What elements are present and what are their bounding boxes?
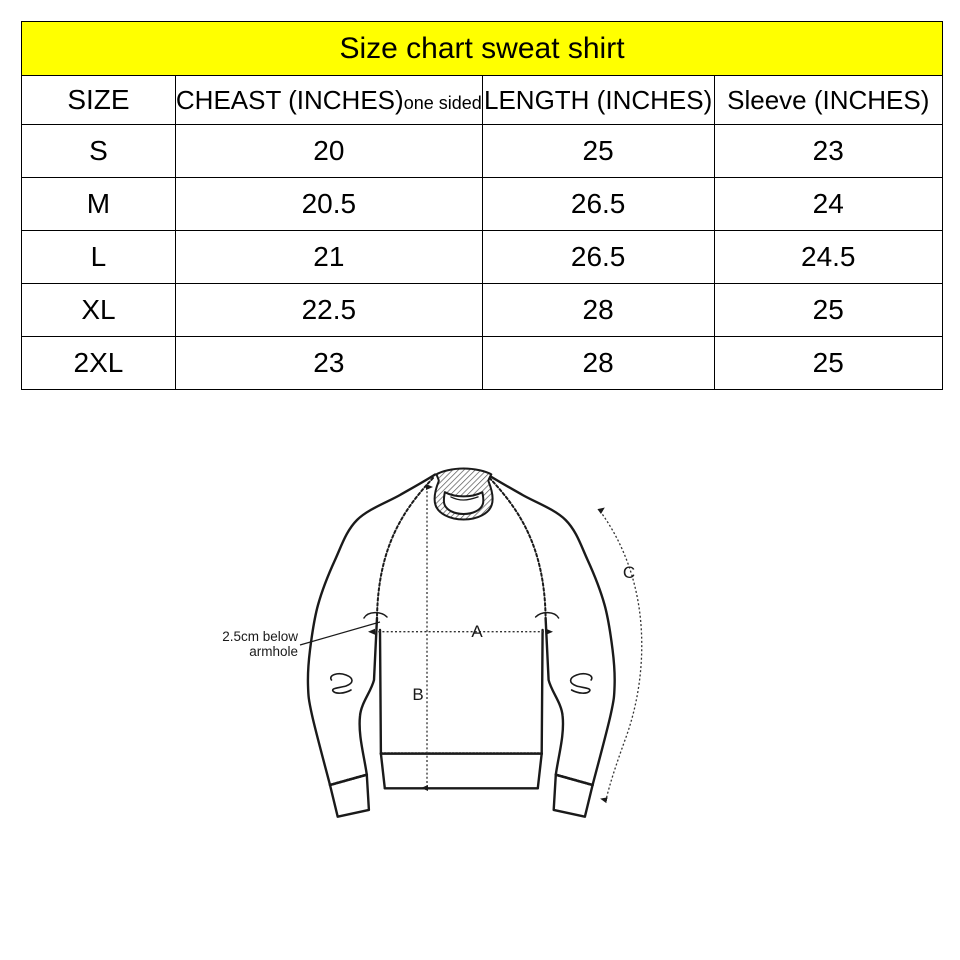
svg-text:2.5cm below: 2.5cm below	[222, 629, 298, 644]
svg-text:A: A	[471, 622, 483, 641]
svg-text:C: C	[623, 563, 635, 582]
svg-text:B: B	[412, 685, 423, 704]
svg-text:armhole: armhole	[249, 644, 298, 659]
